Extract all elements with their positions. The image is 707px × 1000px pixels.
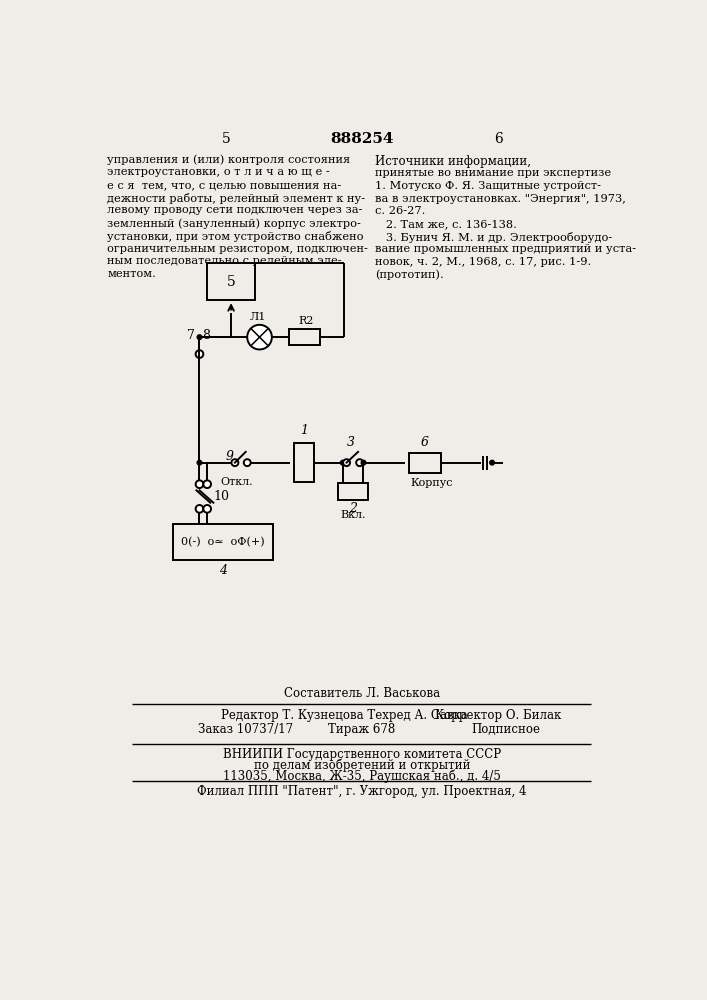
Bar	[207, 263, 255, 300]
Circle shape	[244, 459, 251, 466]
Text: 5: 5	[227, 275, 235, 289]
Text: 4: 4	[218, 564, 226, 577]
Text: Корректор О. Билак: Корректор О. Билак	[435, 709, 561, 722]
Text: принятые во внимание при экспертизе: принятые во внимание при экспертизе	[375, 168, 611, 178]
Text: (прототип).: (прототип).	[375, 270, 444, 280]
Text: ментом.: ментом.	[107, 269, 156, 279]
Text: управления и (или) контроля состояния: управления и (или) контроля состояния	[107, 155, 351, 165]
Text: 9: 9	[226, 450, 233, 463]
Text: 7: 7	[187, 329, 195, 342]
Circle shape	[197, 460, 201, 465]
Text: Заказ 10737/17: Заказ 10737/17	[198, 723, 293, 736]
Text: Тираж 678: Тираж 678	[328, 723, 396, 736]
Text: с. 26-27.: с. 26-27.	[375, 206, 426, 216]
Text: установки, при этом устройство снабжено: установки, при этом устройство снабжено	[107, 231, 363, 242]
Circle shape	[196, 480, 204, 488]
Circle shape	[204, 480, 211, 488]
Text: ВНИИПИ Государственного комитета СССР: ВНИИПИ Государственного комитета СССР	[223, 748, 501, 761]
Circle shape	[490, 460, 494, 465]
Text: 888254: 888254	[330, 132, 394, 146]
Text: по делам изобретений и открытий: по делам изобретений и открытий	[254, 759, 470, 772]
Circle shape	[340, 460, 345, 465]
Text: 0(-)  о≃  оФ(+): 0(-) о≃ оФ(+)	[181, 537, 264, 547]
Text: Подписное: Подписное	[472, 723, 540, 736]
Text: 6: 6	[494, 132, 503, 146]
Bar	[173, 524, 273, 560]
Text: 3. Бунич Я. М. и др. Электрооборудо-: 3. Бунич Я. М. и др. Электрооборудо-	[375, 232, 612, 243]
Text: R2: R2	[298, 316, 313, 326]
Circle shape	[204, 505, 211, 513]
Text: Откл.: Откл.	[220, 477, 253, 487]
Circle shape	[343, 459, 350, 466]
Text: 1. Мотуско Ф. Я. Защитные устройст-: 1. Мотуско Ф. Я. Защитные устройст-	[375, 181, 601, 191]
Text: ва в электроустановках. "Энергия", 1973,: ва в электроустановках. "Энергия", 1973,	[375, 194, 626, 204]
Text: Л1: Л1	[250, 312, 267, 322]
Circle shape	[231, 459, 238, 466]
Text: е с я  тем, что, с целью повышения на-: е с я тем, что, с целью повышения на-	[107, 180, 341, 190]
Bar	[288, 329, 320, 345]
Text: 2. Там же, с. 136-138.: 2. Там же, с. 136-138.	[375, 219, 517, 229]
Bar	[294, 443, 314, 482]
Text: 113035, Москва, Ж-35, Раушская наб., д. 4/5: 113035, Москва, Ж-35, Раушская наб., д. …	[223, 769, 501, 783]
Text: Вкл.: Вкл.	[340, 510, 366, 520]
Text: 5: 5	[222, 132, 230, 146]
Text: дежности работы, релейный элемент к ну-: дежности работы, релейный элемент к ну-	[107, 193, 366, 204]
Text: 2: 2	[349, 502, 357, 515]
Text: ограничительным резистором, подключен-: ограничительным резистором, подключен-	[107, 244, 368, 254]
Bar	[338, 483, 368, 500]
Circle shape	[247, 325, 272, 349]
Text: Филиал ППП "Патент", г. Ужгород, ул. Проектная, 4: Филиал ППП "Патент", г. Ужгород, ул. Про…	[197, 785, 527, 798]
Text: вание промышленных предприятий и уста-: вание промышленных предприятий и уста-	[375, 244, 636, 254]
Circle shape	[196, 505, 204, 513]
Text: Составитель Л. Васькова: Составитель Л. Васькова	[284, 687, 440, 700]
Text: электроустановки, о т л и ч а ю щ е -: электроустановки, о т л и ч а ю щ е -	[107, 167, 330, 177]
Text: земленный (зануленный) корпус электро-: земленный (зануленный) корпус электро-	[107, 218, 361, 229]
Text: Корпус: Корпус	[410, 478, 452, 488]
Text: Источники информации,: Источники информации,	[375, 155, 531, 168]
Text: ным последовательно с релейным эле-: ным последовательно с релейным эле-	[107, 256, 341, 266]
Text: левому проводу сети подключен через за-: левому проводу сети подключен через за-	[107, 205, 363, 215]
Text: Редактор Т. Кузнецова Техред А. Савка: Редактор Т. Кузнецова Техред А. Савка	[221, 709, 468, 722]
Circle shape	[361, 460, 366, 465]
Text: 10: 10	[214, 490, 229, 503]
Text: 3: 3	[346, 436, 354, 449]
Text: 1: 1	[300, 424, 308, 437]
Circle shape	[197, 335, 201, 339]
Text: 6: 6	[421, 436, 429, 449]
Circle shape	[356, 459, 363, 466]
Text: новок, ч. 2, М., 1968, с. 17, рис. 1-9.: новок, ч. 2, М., 1968, с. 17, рис. 1-9.	[375, 257, 591, 267]
Text: 8: 8	[201, 329, 210, 342]
Circle shape	[196, 350, 204, 358]
Bar	[409, 453, 441, 473]
